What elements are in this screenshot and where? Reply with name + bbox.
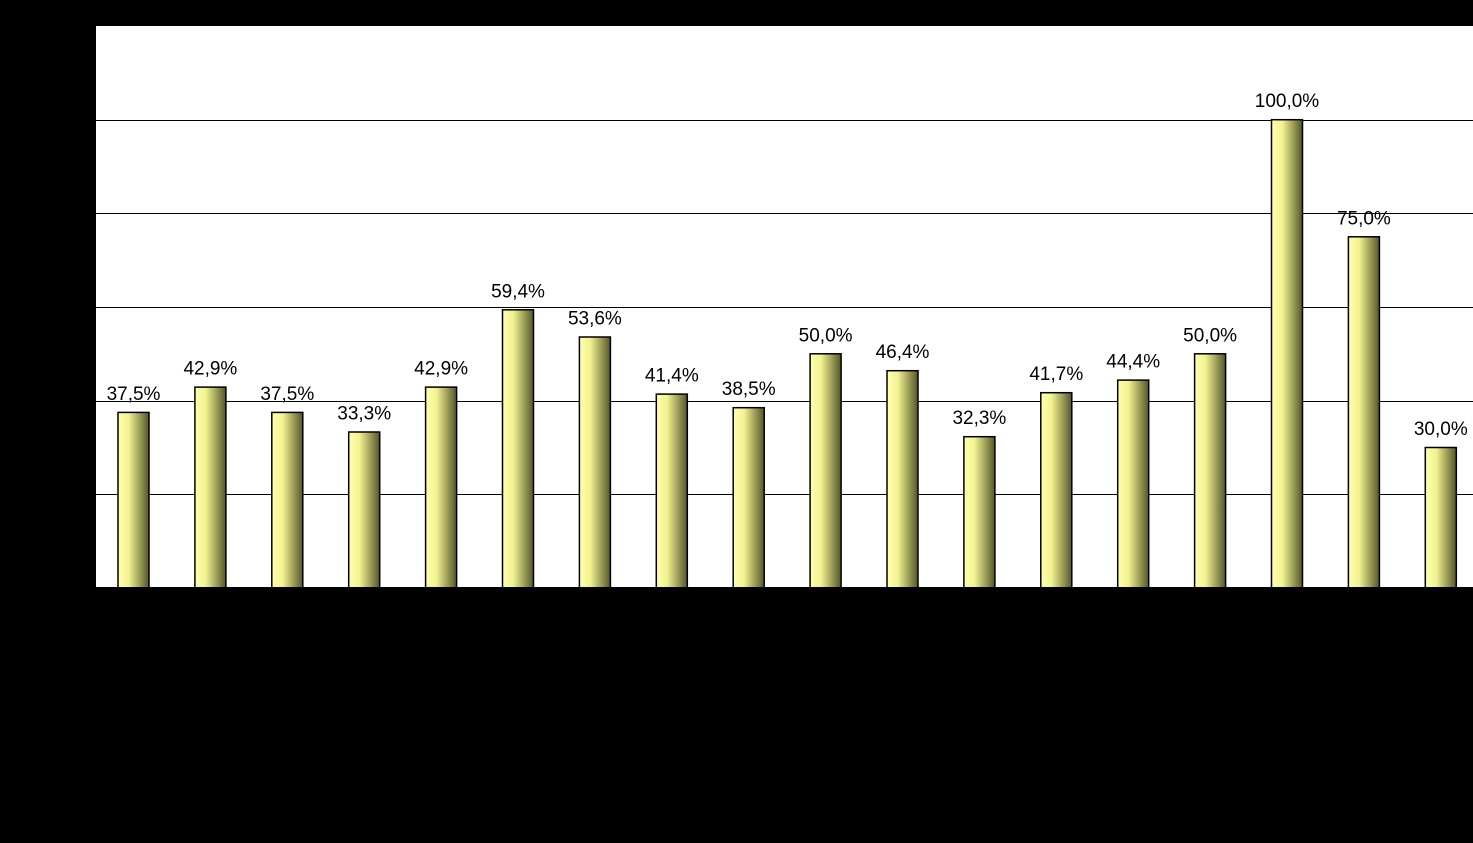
data-label-7: 53,6% <box>568 309 622 330</box>
bar-10 <box>809 353 842 589</box>
bar-15 <box>1193 353 1227 589</box>
bar-2 <box>194 386 227 589</box>
data-label-6: 59,4% <box>491 281 545 302</box>
bar-18 <box>1424 446 1458 589</box>
bar-1 <box>117 411 150 589</box>
bar-7 <box>578 336 612 589</box>
data-label-18: 30,0% <box>1414 419 1468 440</box>
data-label-11: 46,4% <box>876 342 930 363</box>
bar-8 <box>655 393 689 589</box>
data-label-12: 32,3% <box>952 408 1006 429</box>
bar-3 <box>271 411 304 589</box>
bar-17 <box>1347 236 1381 589</box>
bar-5 <box>424 386 458 589</box>
bar-12 <box>963 435 996 589</box>
data-label-13: 41,7% <box>1029 364 1083 385</box>
data-label-9: 38,5% <box>722 379 776 400</box>
data-label-15: 50,0% <box>1183 325 1237 346</box>
bar-16 <box>1270 118 1304 589</box>
data-label-8: 41,4% <box>645 366 699 387</box>
data-label-3: 37,5% <box>260 384 314 405</box>
bar-6 <box>501 309 535 589</box>
data-labels: 37,5% 42,9% 37,5% 33,3% 42,9% 59,4% 53,6% 41,4%… <box>107 91 1468 440</box>
bar-14 <box>1116 379 1150 589</box>
data-label-16: 100,0% <box>1255 91 1320 112</box>
gridlines <box>96 120 1473 495</box>
bar-11 <box>886 369 919 589</box>
data-label-4: 33,3% <box>337 404 391 425</box>
bar-13 <box>1040 391 1073 589</box>
data-label-2: 42,9% <box>183 359 237 380</box>
data-label-1: 37,5% <box>107 384 161 405</box>
data-label-17: 75,0% <box>1337 208 1391 229</box>
data-label-10: 50,0% <box>799 325 853 346</box>
bars <box>117 118 1458 594</box>
data-label-14: 44,4% <box>1106 352 1160 373</box>
bar-4 <box>347 431 381 589</box>
data-label-5: 42,9% <box>414 359 468 380</box>
bar-9 <box>732 406 765 589</box>
